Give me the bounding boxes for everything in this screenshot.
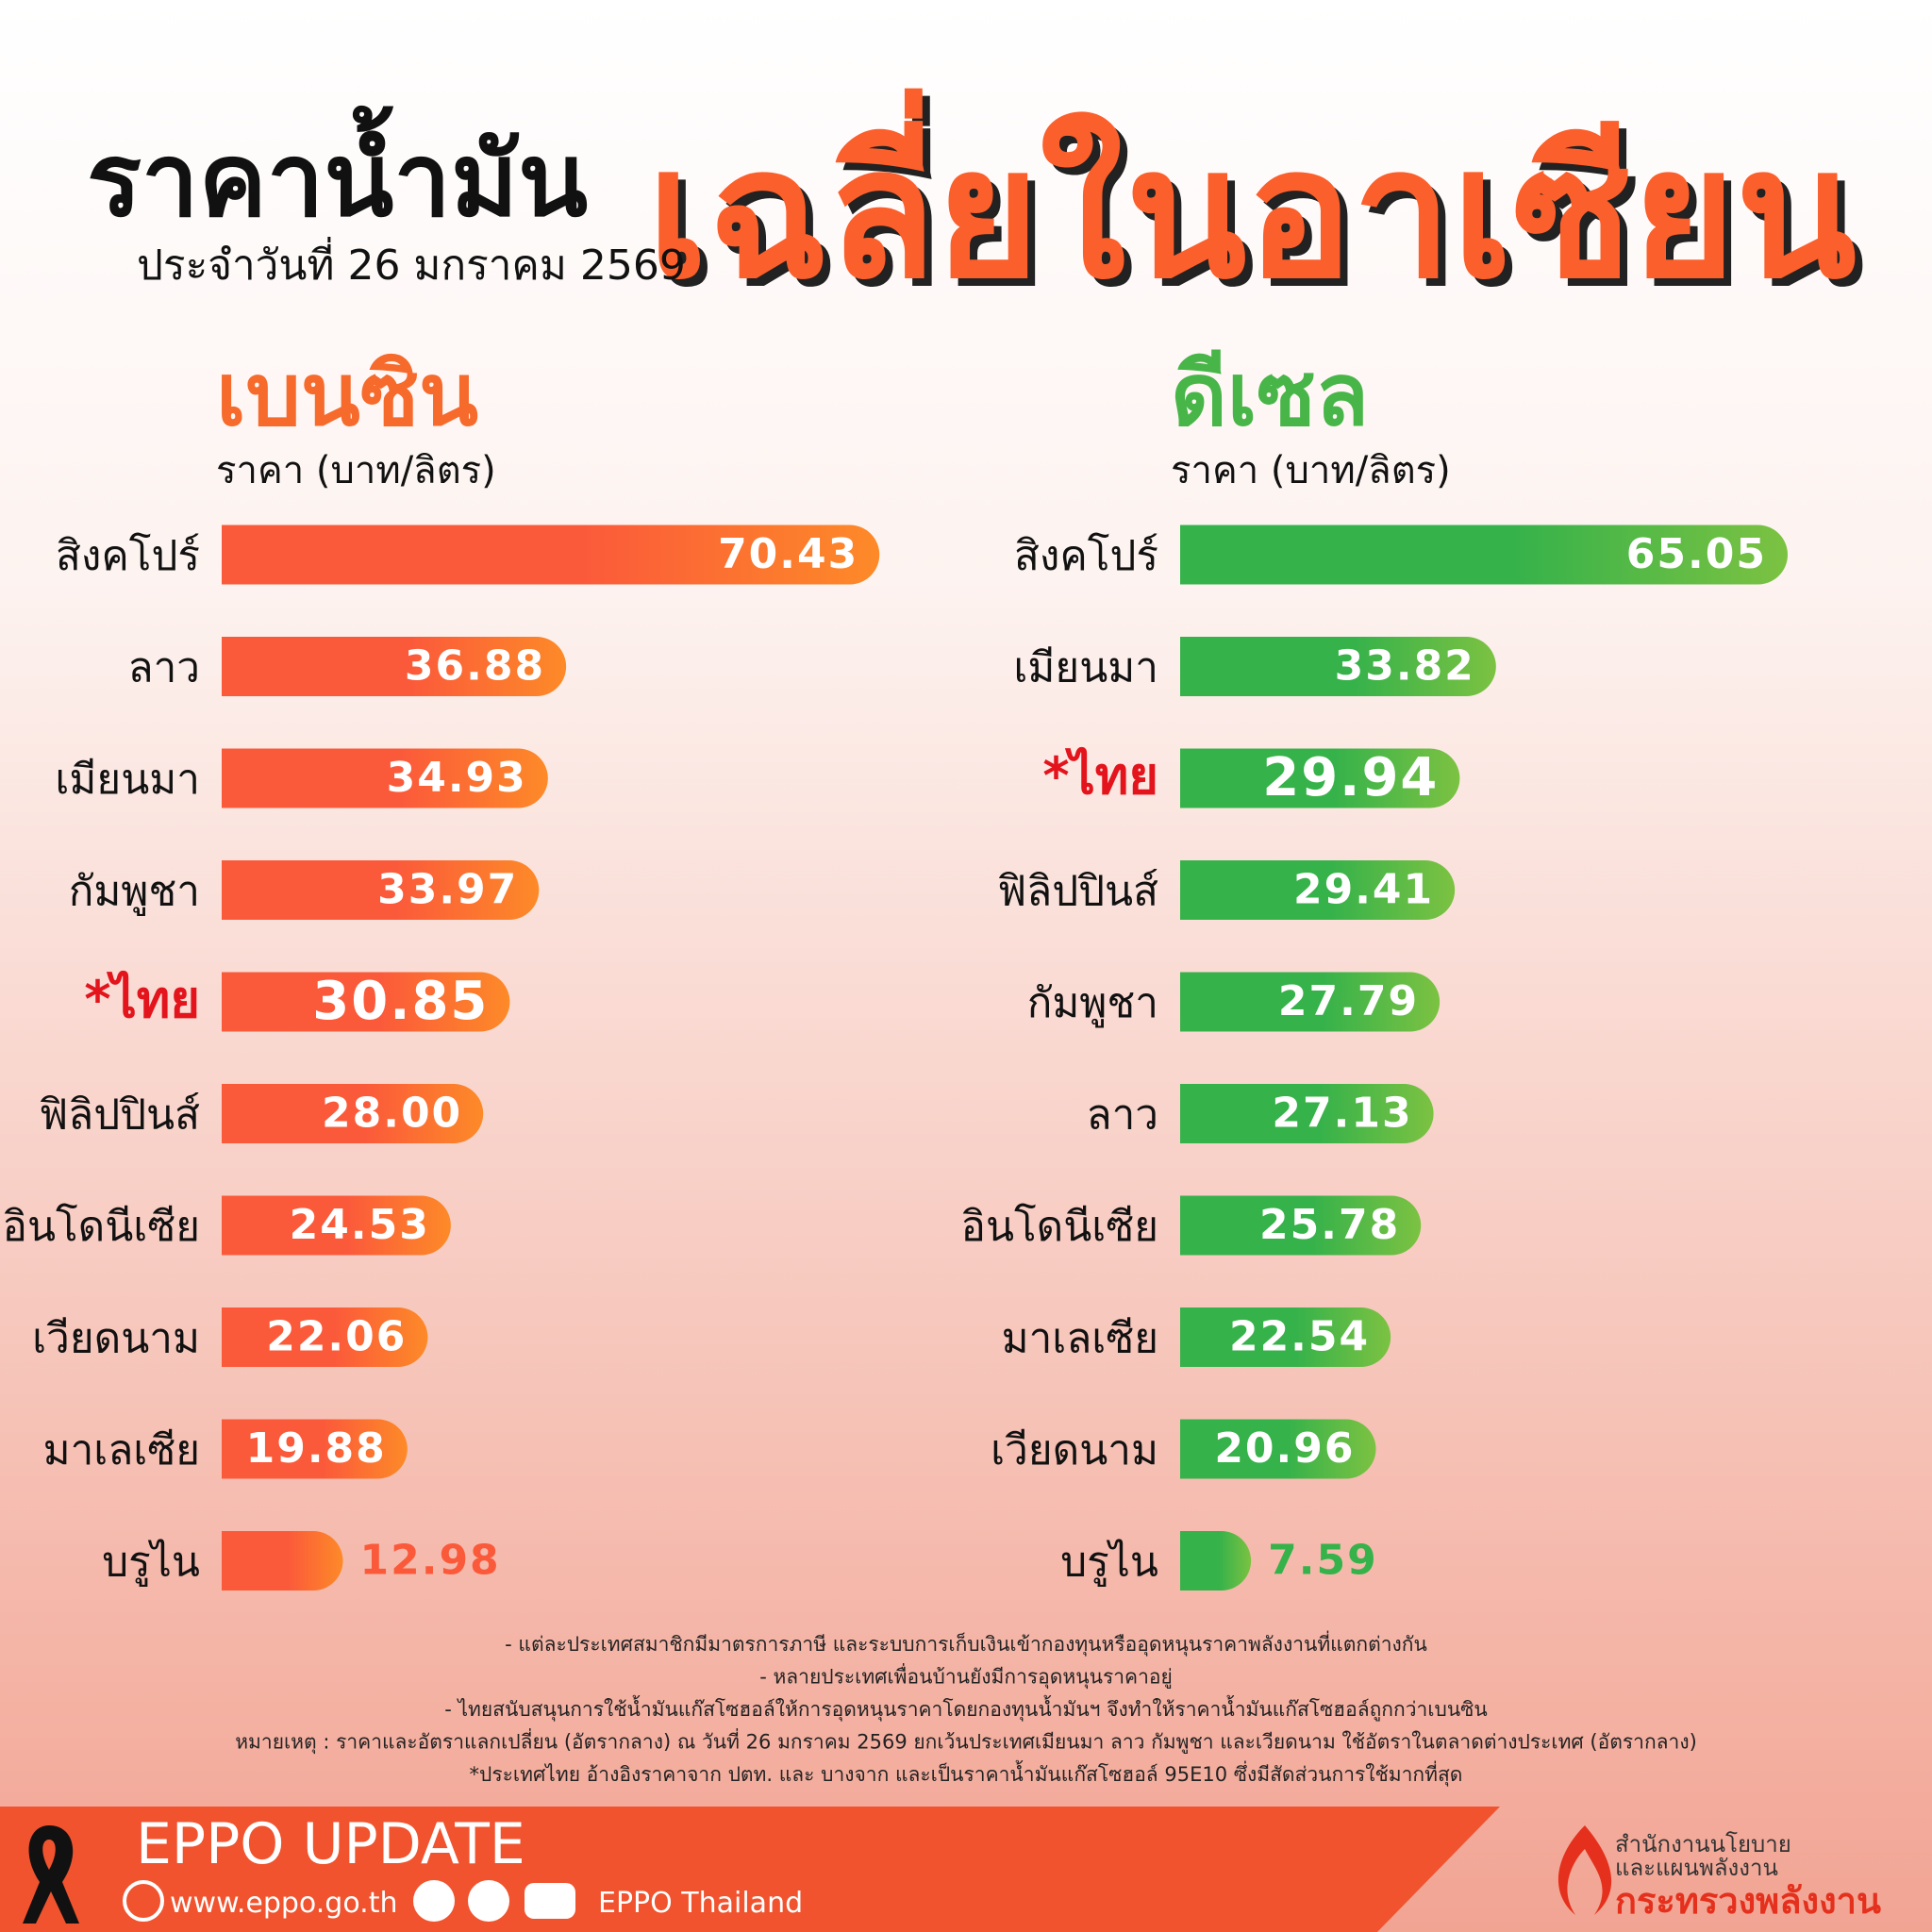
- axis-label: ราคา (บาท/ลิตร): [1171, 449, 1451, 492]
- bar: [222, 637, 567, 696]
- value-label: 24.53: [290, 1201, 430, 1249]
- category-label: มาเลเซีย: [43, 1426, 200, 1474]
- bar: [1180, 748, 1460, 808]
- category-label: บรูไน: [102, 1539, 200, 1588]
- footer-title: EPPO UPDATE: [136, 1811, 525, 1877]
- category-label: บรูไน: [1060, 1539, 1158, 1588]
- bar: [1180, 637, 1496, 696]
- note: - แต่ละประเทศสมาชิกมีมาตรการภาษี และระบบ…: [505, 1630, 1427, 1657]
- note: - ไทยสนับสนุนการใช้น้ำมันแก๊สโซฮอล์ให้กา…: [444, 1695, 1488, 1722]
- value-label: 33.97: [377, 866, 518, 914]
- footer-band: [0, 1807, 1500, 1932]
- value-label: 36.88: [405, 642, 545, 691]
- ribbon-icon: [23, 1825, 79, 1924]
- ministry: กระทรวงพลังงาน: [1615, 1880, 1881, 1922]
- chart-title: ดีเซล: [1171, 344, 1369, 445]
- web-icon: [123, 1880, 164, 1922]
- value-label: 20.96: [1214, 1424, 1355, 1473]
- value-label: 30.85: [312, 971, 489, 1032]
- bar: [222, 1307, 428, 1367]
- bar: [1180, 1307, 1391, 1367]
- category-label: อินโดนีเซีย: [961, 1203, 1158, 1251]
- category-label: สิงคโปร์: [56, 532, 200, 580]
- title: ราคาน้ำมัน: [87, 105, 588, 240]
- category-label: ฟิลิปปินส์: [997, 868, 1158, 916]
- notes: - แต่ละประเทศสมาชิกมีมาตรการภาษี และระบบ…: [235, 1630, 1697, 1787]
- bar: [1180, 972, 1441, 1032]
- title-highlight-shadow: เฉลี่ยในอาเซียน: [655, 96, 1864, 325]
- bar: [222, 860, 540, 920]
- ministry-logo: [1557, 1825, 1612, 1915]
- value-label: 29.94: [1262, 747, 1439, 808]
- bar: [1180, 1419, 1376, 1479]
- category-label: เมียนมา: [55, 756, 200, 804]
- category-label: เมียนมา: [1013, 644, 1158, 692]
- value-label: 19.88: [246, 1424, 387, 1473]
- bar: [222, 1531, 343, 1591]
- value-label: 22.54: [1229, 1313, 1370, 1361]
- title-highlight: เฉลี่ยในอาเซียน: [647, 89, 1857, 318]
- date: ประจำวันที่ 26 มกราคม 2569: [137, 236, 686, 290]
- value-label: 28.00: [322, 1090, 462, 1138]
- category-label: สิงคโปร์: [1014, 532, 1158, 580]
- website: www.eppo.go.th: [170, 1887, 397, 1920]
- chart-title: เบนซิน: [216, 344, 478, 445]
- bar: [222, 1419, 408, 1479]
- value-label: 25.78: [1259, 1201, 1400, 1249]
- bar: [222, 1195, 451, 1256]
- axis-label: ราคา (บาท/ลิตร): [216, 449, 496, 492]
- value-label: 29.41: [1293, 866, 1434, 914]
- category-label: เวียดนาม: [991, 1426, 1158, 1474]
- bar: [1180, 1195, 1422, 1256]
- value-label: 34.93: [387, 754, 527, 802]
- bar: [1180, 860, 1456, 920]
- category-label: ลาว: [128, 644, 200, 692]
- bar: [222, 748, 548, 808]
- value-label: 27.13: [1272, 1090, 1412, 1138]
- category-label: ฟิลิปปินส์: [39, 1091, 200, 1140]
- social: EPPO Thailand: [598, 1887, 803, 1920]
- value-label: 12.98: [360, 1537, 501, 1585]
- category-label: อินโดนีเซีย: [3, 1203, 200, 1251]
- bar: [1180, 1531, 1252, 1591]
- value-label: 27.79: [1278, 977, 1419, 1025]
- bar: [1180, 1084, 1434, 1143]
- bar: [1180, 525, 1788, 585]
- category-label: กัมพูชา: [69, 868, 200, 917]
- note: - หลายประเทศเพื่อนบ้านยังมีการอุดหนุนราค…: [759, 1663, 1173, 1690]
- category-label: *ไทย: [1042, 746, 1158, 806]
- bar: [222, 525, 880, 585]
- category-label: กัมพูชา: [1027, 979, 1158, 1028]
- category-label: *ไทย: [84, 970, 200, 1029]
- bar-chart: เบนซินราคา (บาท/ลิตร) สิงคโปร์ 70.43 ลาว 36.…: [3, 344, 880, 1591]
- category-label: มาเลเซีย: [1002, 1315, 1158, 1363]
- value-label: 22.06: [266, 1313, 407, 1361]
- org-line2: และแผนพลังงาน: [1615, 1855, 1778, 1881]
- youtube-icon[interactable]: [525, 1883, 575, 1919]
- org-line1: สำนักงานนโยบาย: [1615, 1831, 1791, 1857]
- value-label: 70.43: [718, 530, 858, 578]
- value-label: 65.05: [1626, 530, 1767, 578]
- note: *ประเทศไทย อ้างอิงราคาจาก ปตท. และ บางจา…: [470, 1760, 1463, 1787]
- category-label: ลาว: [1087, 1091, 1158, 1140]
- twitter-icon[interactable]: [468, 1880, 509, 1922]
- category-label: เวียดนาม: [32, 1315, 200, 1363]
- value-label: 33.82: [1335, 642, 1475, 691]
- bar: [222, 972, 510, 1032]
- value-label: 7.59: [1268, 1537, 1378, 1585]
- note: หมายเหตุ : ราคาและอัตราแลกเปลี่ยน (อัตรา…: [235, 1728, 1697, 1755]
- bar: [222, 1084, 484, 1143]
- facebook-icon[interactable]: [413, 1880, 455, 1922]
